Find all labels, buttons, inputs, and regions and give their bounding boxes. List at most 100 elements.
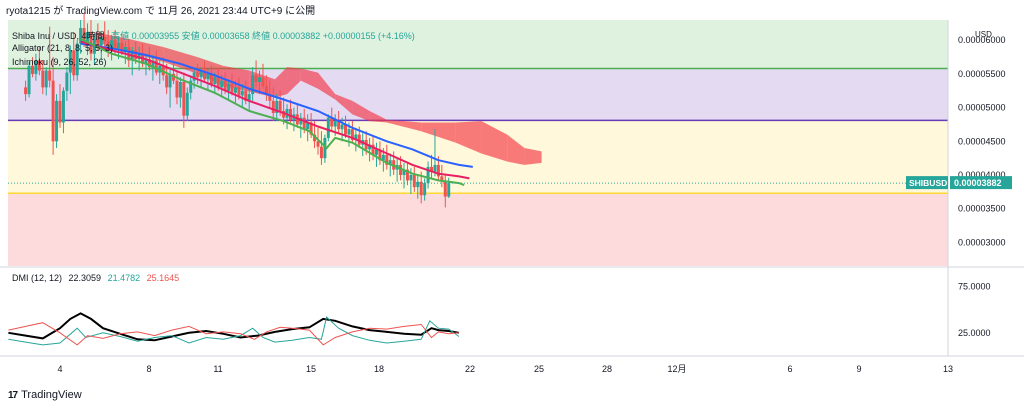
dmi-label[interactable]: DMI (12, 12) (12, 273, 63, 283)
candle-body (96, 38, 100, 46)
candle-body (419, 181, 423, 196)
candle-body (378, 149, 382, 161)
last-price-tag-bg (950, 176, 1012, 190)
ichimoku-cloud-segment (128, 38, 164, 62)
candle-body (68, 50, 72, 73)
ichimoku-cloud-segment (386, 119, 422, 132)
candle-body (254, 75, 258, 83)
dmi-adx-value: 22.3059 (68, 273, 102, 283)
zone-band (8, 68, 948, 121)
dmi-tick-label: 25.0000 (958, 328, 991, 338)
tradingview-logo-icon: 17 (8, 389, 18, 401)
candle-body (30, 65, 34, 74)
alligator-legend[interactable]: Alligator (21, 8, 8, 5, 5, 3) (12, 43, 117, 53)
candle-body (409, 175, 413, 181)
candle-body (385, 154, 389, 165)
price-tick-label: 0.00004500 (958, 136, 1006, 146)
candle-body (381, 154, 385, 161)
candle-body (354, 134, 358, 140)
ichimoku-legend[interactable]: Ichimoku (9, 26, 52, 26) (12, 57, 111, 67)
symbol-legend[interactable]: Shiba Inu / USD, 4時間 高値 0.00003955 安値 0.… (12, 29, 419, 42)
ichimoku-cloud-segment (318, 72, 336, 100)
time-tick-label: 22 (465, 364, 475, 374)
candle-body (264, 86, 268, 95)
candle-body (154, 60, 158, 73)
ichimoku-cloud-segment (335, 94, 353, 115)
candle-body (423, 183, 427, 196)
candle-body (99, 36, 103, 46)
time-tick-label: 28 (602, 364, 612, 374)
candle-body (86, 32, 90, 42)
candle-body (333, 121, 337, 127)
ichimoku-label[interactable]: Ichimoku (9, 26, 52, 26) (12, 57, 107, 67)
time-tick-label: 6 (787, 364, 792, 374)
candle-body (261, 77, 265, 87)
candle-body (340, 124, 344, 130)
candle-body (433, 164, 437, 172)
candle-body (123, 46, 127, 53)
candle-body (306, 122, 310, 130)
dmi-legend[interactable]: DMI (12, 12) 22.3059 21.4782 25.1645 (12, 273, 183, 283)
candle-body (202, 70, 206, 80)
time-tick-label: 13 (943, 364, 953, 374)
ichimoku-cloud-segment (369, 110, 387, 123)
candle-body (402, 169, 406, 176)
candle-body (299, 117, 303, 125)
candle-body (185, 92, 189, 116)
candle-body (82, 28, 86, 42)
footer-brand[interactable]: 17 TradingView (8, 389, 82, 401)
candle-body (288, 108, 292, 120)
publish-attribution: ryota1215 が TradingView.com で 11月 26, 20… (6, 6, 316, 17)
candle-body (110, 40, 114, 51)
candle-body (368, 144, 372, 150)
alligator-label[interactable]: Alligator (21, 8, 8, 5, 5, 3) (12, 43, 114, 53)
candle-body (247, 94, 251, 101)
candle-body (230, 84, 234, 93)
candle-body (151, 60, 155, 68)
candle-body (447, 183, 451, 197)
price-tick-label: 0.00005500 (958, 69, 1006, 79)
candle-body (326, 117, 330, 138)
candle-body (344, 124, 348, 135)
candle-body (182, 82, 186, 116)
candle-body (58, 100, 62, 123)
candle-body (278, 100, 282, 111)
time-tick-label: 12月 (667, 364, 686, 374)
time-tick-label: 25 (534, 364, 544, 374)
candle-body (165, 75, 169, 88)
zone-band (8, 193, 948, 266)
candle-body (48, 70, 52, 81)
candle-body (61, 90, 65, 123)
candle-body (374, 149, 378, 155)
candle-body (316, 141, 320, 147)
candle-body (178, 82, 182, 98)
candle-body (213, 77, 217, 85)
candle-body (337, 121, 341, 130)
candle-body (75, 43, 79, 76)
candle-body (237, 87, 241, 96)
candle-body (227, 84, 231, 91)
currency-label: USD (975, 30, 992, 39)
candle-body (258, 77, 262, 83)
candle-body (313, 134, 317, 142)
main-pane (8, 13, 948, 266)
candle-body (240, 90, 244, 96)
candle-body (147, 59, 151, 68)
candle-body (51, 80, 55, 142)
price-tick-label: 0.00006000 (958, 35, 1006, 45)
dmi-plusdi-line (8, 316, 460, 346)
ichimoku-cloud-segment (352, 100, 370, 122)
candle-body (24, 87, 28, 95)
candle-body (244, 90, 248, 101)
candle-body (192, 72, 196, 81)
candle-body (196, 72, 200, 78)
candle-body (426, 166, 430, 184)
dmi-plus-value: 21.4782 (107, 273, 141, 283)
candle-body (220, 80, 224, 88)
candle-body (309, 122, 313, 135)
candle-body (430, 166, 434, 172)
symbol-name[interactable]: Shiba Inu / USD, 4時間 (12, 31, 105, 41)
time-tick-label: 4 (57, 364, 62, 374)
candle-body (106, 41, 110, 51)
